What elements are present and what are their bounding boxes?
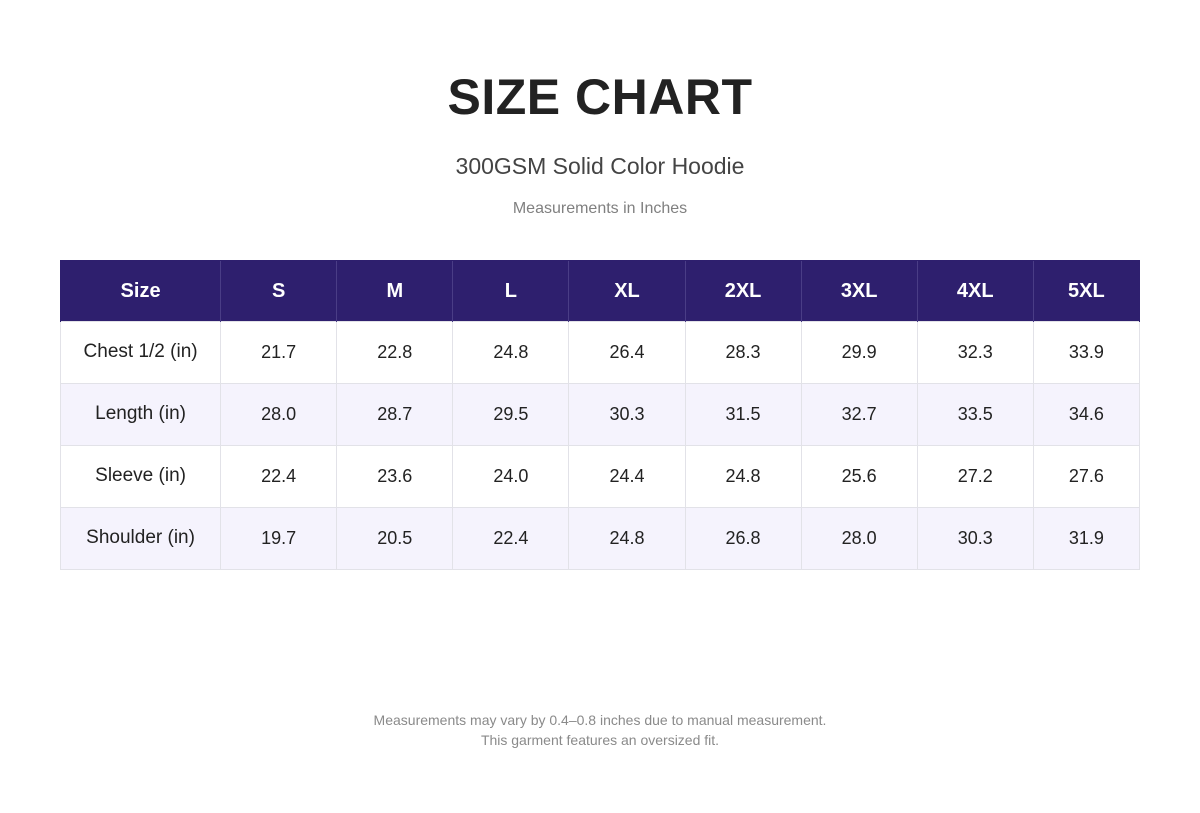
column-header: 3XL bbox=[800, 260, 918, 322]
column-header: S bbox=[220, 260, 337, 322]
table-cell: 30.3 bbox=[568, 383, 686, 446]
table-cell: 19.7 bbox=[220, 507, 338, 570]
table-cell: 31.5 bbox=[684, 383, 802, 446]
table-cell: 24.8 bbox=[568, 507, 686, 570]
table-cell: 20.5 bbox=[336, 507, 454, 570]
footnote-line-variance: Measurements may vary by 0.4–0.8 inches … bbox=[373, 712, 827, 728]
table-cell: 24.0 bbox=[452, 445, 570, 508]
table-cell: 23.6 bbox=[336, 445, 454, 508]
table-cell: 28.0 bbox=[800, 507, 918, 570]
size-chart-table: Size S M L XL 2XL 3XL 4XL 5XL Chest 1/2 … bbox=[59, 260, 1141, 570]
column-header-size: Size bbox=[59, 260, 221, 322]
table-cell: 28.7 bbox=[336, 383, 454, 446]
table-cell: 22.8 bbox=[336, 321, 454, 384]
table-cell: 26.4 bbox=[568, 321, 686, 384]
table-cell: 26.8 bbox=[684, 507, 802, 570]
table-cell: 34.6 bbox=[1032, 383, 1141, 446]
size-chart-table-container: Size S M L XL 2XL 3XL 4XL 5XL Chest 1/2 … bbox=[59, 260, 1141, 570]
table-cell: 22.4 bbox=[452, 507, 570, 570]
table-row: Chest 1/2 (in) 21.7 22.8 24.8 26.4 28.3 … bbox=[59, 321, 1141, 384]
column-header: XL bbox=[568, 260, 686, 322]
row-label: Sleeve (in) bbox=[59, 445, 222, 508]
row-label: Chest 1/2 (in) bbox=[59, 321, 222, 384]
units-note: Measurements in Inches bbox=[512, 200, 688, 217]
row-label: Shoulder (in) bbox=[59, 507, 222, 570]
table-row: Sleeve (in) 22.4 23.6 24.0 24.4 24.8 25.… bbox=[59, 445, 1141, 508]
table-cell: 31.9 bbox=[1032, 507, 1141, 570]
column-header: L bbox=[452, 260, 569, 322]
table-cell: 33.9 bbox=[1032, 321, 1141, 384]
table-row: Length (in) 28.0 28.7 29.5 30.3 31.5 32.… bbox=[59, 383, 1141, 446]
table-cell: 22.4 bbox=[220, 445, 338, 508]
table-row: Shoulder (in) 19.7 20.5 22.4 24.8 26.8 2… bbox=[59, 507, 1141, 570]
footnote-line-fit: This garment features an oversized fit. bbox=[480, 732, 720, 748]
table-cell: 28.0 bbox=[220, 383, 338, 446]
footnote: Measurements may vary by 0.4–0.8 inches … bbox=[0, 710, 1200, 750]
row-label: Length (in) bbox=[59, 383, 222, 446]
table-cell: 32.7 bbox=[800, 383, 918, 446]
column-header: 5XL bbox=[1032, 260, 1141, 322]
table-cell: 29.5 bbox=[452, 383, 570, 446]
table-cell: 24.8 bbox=[452, 321, 570, 384]
table-cell: 33.5 bbox=[916, 383, 1034, 446]
page-title: SIZE CHART bbox=[447, 69, 753, 125]
table-cell: 28.3 bbox=[684, 321, 802, 384]
table-cell: 29.9 bbox=[800, 321, 918, 384]
table-cell: 24.4 bbox=[568, 445, 686, 508]
table-cell: 27.2 bbox=[916, 445, 1034, 508]
table-cell: 24.8 bbox=[684, 445, 802, 508]
table-cell: 30.3 bbox=[916, 507, 1034, 570]
table-header-row: Size S M L XL 2XL 3XL 4XL 5XL bbox=[59, 260, 1141, 322]
column-header: M bbox=[336, 260, 453, 322]
table-cell: 21.7 bbox=[220, 321, 338, 384]
table-cell: 27.6 bbox=[1032, 445, 1141, 508]
table-cell: 32.3 bbox=[916, 321, 1034, 384]
column-header: 2XL bbox=[684, 260, 802, 322]
product-subtitle: 300GSM Solid Color Hoodie bbox=[455, 153, 745, 179]
column-header: 4XL bbox=[916, 260, 1034, 322]
table-cell: 25.6 bbox=[800, 445, 918, 508]
